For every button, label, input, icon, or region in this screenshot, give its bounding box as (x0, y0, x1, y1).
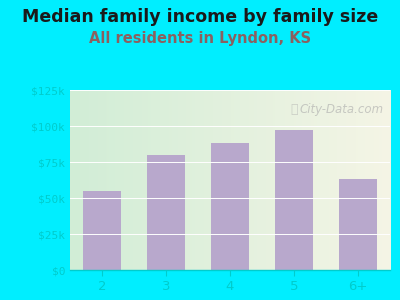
Bar (211, 143, 249, 270)
Bar (83, 191, 121, 270)
Text: Median family income by family size: Median family income by family size (22, 8, 378, 26)
Text: All residents in Lyndon, KS: All residents in Lyndon, KS (89, 32, 311, 46)
Bar (275, 130, 313, 270)
Text: City-Data.com: City-Data.com (300, 103, 384, 116)
Bar (339, 179, 377, 270)
Bar (147, 155, 185, 270)
Text: ⓘ: ⓘ (291, 103, 298, 116)
